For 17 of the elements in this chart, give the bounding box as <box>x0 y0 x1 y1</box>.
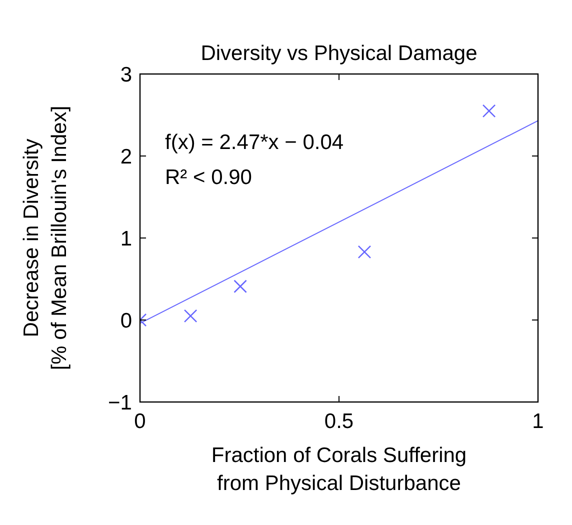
annotation: R² < 0.90 <box>165 166 252 189</box>
x-tick-label: 0.5 <box>324 410 354 433</box>
y-tick-label: 1 <box>120 227 132 250</box>
x-tick-label: 1 <box>532 410 544 433</box>
chart-title: Diversity vs Physical Damage <box>200 42 478 65</box>
y-axis-title: Decrease in Diversity [% of Mean Brillouin's Index] <box>20 106 71 370</box>
x-tick-label: 0 <box>134 410 146 433</box>
point <box>234 280 247 294</box>
point <box>482 104 496 118</box>
y-tick-label: 0 <box>120 309 132 332</box>
y-tick-label: 3 <box>120 63 132 86</box>
y-tick-label: −1 <box>108 391 132 414</box>
x-axis-title: Fraction of Corals Suffering from Physical Disturbance <box>211 444 467 495</box>
point <box>358 245 372 259</box>
point <box>184 309 198 323</box>
annotation: f(x) = 2.47*x − 0.04 <box>165 131 344 154</box>
y-tick-label: 2 <box>120 145 132 168</box>
